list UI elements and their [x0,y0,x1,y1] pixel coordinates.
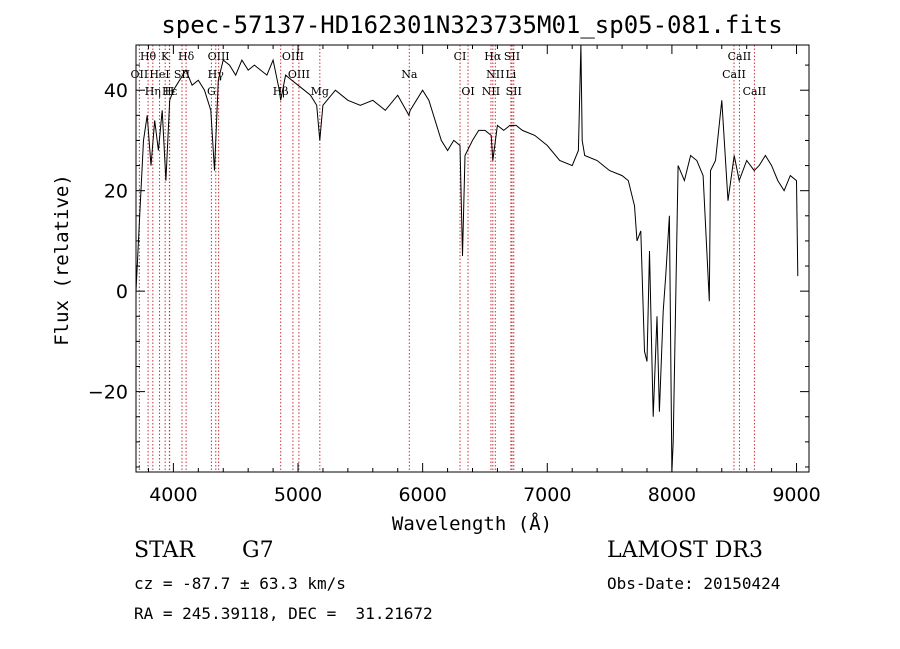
marker-label-27: CaII [743,85,767,98]
marker-label-25: NII [482,85,500,98]
marker-label-26: SII [506,85,522,98]
marker-label-1: K [161,50,170,63]
x-tick-label-1: 5000 [274,484,322,506]
coordinates: RA = 245.39118, DEC = 31.21672 [134,604,433,623]
marker-label-15: NII [486,68,504,81]
marker-label-13: OIII [288,68,310,81]
marker-label-0: Hθ [140,50,157,63]
marker-label-21: G [207,85,216,98]
y-tick-label-0: −20 [88,382,128,404]
x-tick-label-4: 8000 [648,484,696,506]
x-tick-label-2: 6000 [398,484,446,506]
marker-label-16: Li [505,68,516,81]
x-axis-label: Wavelength (Å) [392,512,552,535]
marker-label-14: Na [401,68,418,81]
marker-label-3: OIII [208,50,230,63]
y-tick-label-1: 0 [116,281,128,303]
marker-label-20: H [165,85,175,98]
marker-label-17: CaII [722,68,746,81]
chart-title: spec-57137-HD162301N323735M01_sp05-081.f… [161,11,782,39]
marker-label-19: Hη [145,85,161,98]
marker-label-22: Hβ [273,85,289,98]
marker-label-18: Hε [162,85,178,98]
marker-label-8: CaII [728,50,752,63]
redshift-velocity: cz = -87.7 ± 63.3 km/s [134,574,346,593]
x-tick-label-3: 7000 [523,484,571,506]
marker-label-9: OII [131,68,149,81]
y-axis-label: Flux (relative) [51,174,73,346]
marker-label-7: SII [504,50,520,63]
spectral-subclass: G7 [242,538,274,563]
plot-frame [135,44,810,473]
marker-label-24: OI [461,85,474,98]
marker-label-10: HeI [149,68,169,81]
marker-label-12: Hγ [208,68,225,81]
marker-label-2: Hδ [178,50,195,63]
x-tick-label-0: 4000 [149,484,197,506]
y-tick-label-3: 40 [104,80,128,102]
x-tick-label-5: 9000 [772,484,820,506]
marker-label-4: OIII [282,50,304,63]
marker-label-23: Mg [311,85,329,98]
observation-date: Obs-Date: 20150424 [607,574,781,593]
spectrum-line [135,44,799,473]
marker-label-6: Hα [484,50,502,63]
marker-label-5: CI [454,50,467,63]
object-type: STAR [134,538,195,563]
spectral-line-markers [138,45,755,472]
y-axis-ticks: −20 0 20 40 [88,64,809,468]
x-axis-ticks: 4000 5000 6000 7000 8000 9000 [147,45,821,506]
survey-name: LAMOST DR3 [607,538,763,563]
y-tick-label-2: 20 [104,181,128,203]
